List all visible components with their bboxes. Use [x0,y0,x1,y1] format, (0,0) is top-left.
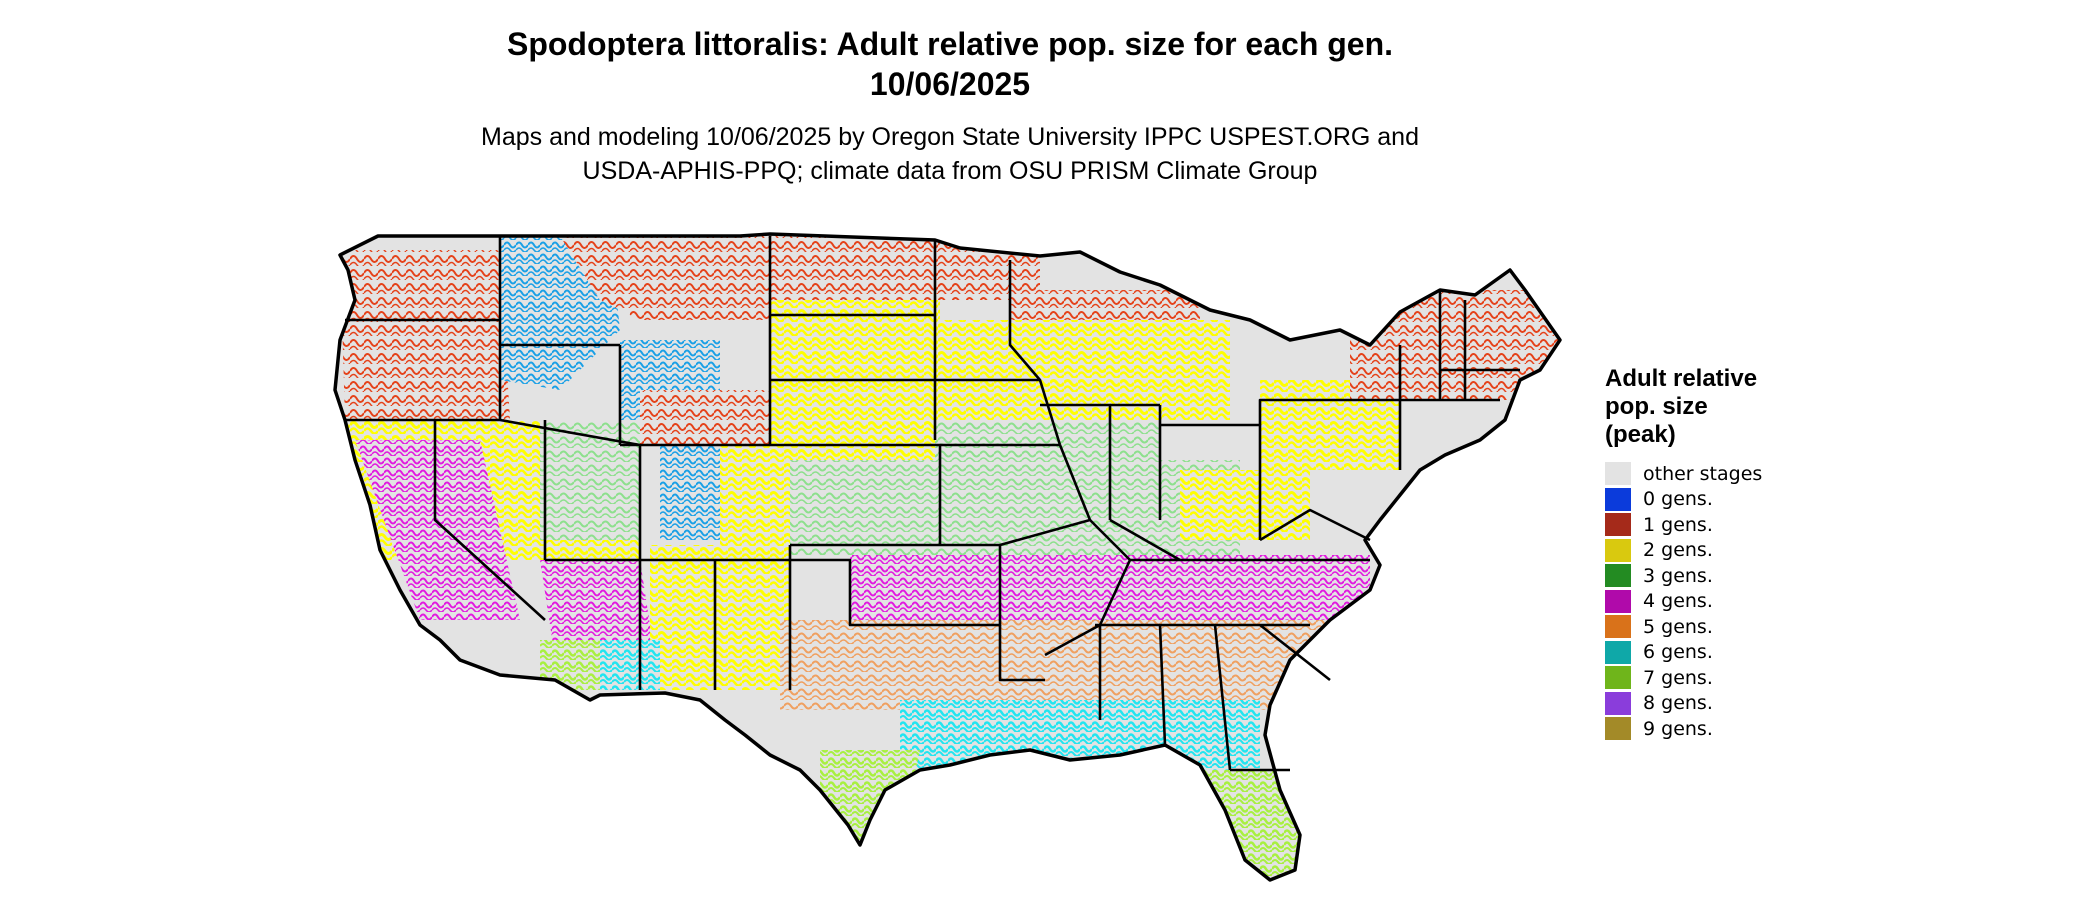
us-outline [333,232,1562,882]
legend-swatch [1605,513,1631,537]
legend-title-line-1: Adult relative [1605,365,1758,392]
subtitle-line-2: USDA-APHIS-PPQ; climate data from OSU PR… [582,157,1318,185]
zone-southern-band [850,555,1370,620]
legend-swatch [1605,640,1631,664]
zone-new-england [1350,290,1560,400]
legend-label: 2 gens. [1643,539,1713,562]
legend-label: 1 gens. [1643,513,1713,536]
legend-item: 7 gens. [1605,665,1865,691]
legend-swatch [1605,691,1631,715]
legend-swatch [1605,487,1631,511]
map-subtitle: Maps and modeling 10/06/2025 by Oregon S… [0,120,1900,188]
legend-swatch [1605,589,1631,613]
legend-item: 8 gens. [1605,691,1865,717]
legend-swatch [1605,462,1631,486]
zone-midwest-green [935,420,1160,520]
zone-dakota-orange [770,236,1040,300]
legend-label: 3 gens. [1643,564,1713,587]
legend-title-line-2: pop. size [1605,393,1708,420]
legend-swatch [1605,538,1631,562]
zone-colorado-yellow [720,445,790,545]
state-borders [345,236,1520,772]
legend-label: 5 gens. [1643,615,1713,638]
us-map [320,215,1580,895]
legend-swatch [1605,717,1631,741]
us-map-svg [333,232,1562,882]
legend-swatch [1605,564,1631,588]
subtitle-line-1: Maps and modeling 10/06/2025 by Oregon S… [481,123,1419,151]
legend-label: 7 gens. [1643,666,1713,689]
zone-pacific-nw [340,250,510,420]
legend-title: Adult relative pop. size (peak) [1605,365,1865,449]
legend-swatch [1605,615,1631,639]
legend-item: 3 gens. [1605,563,1865,589]
legend-label: 4 gens. [1643,590,1713,613]
legend-item: 9 gens. [1605,716,1865,742]
zone-california [355,440,520,620]
zone-deep-south [780,620,1330,710]
zone-utah-green [540,420,640,540]
zone-south-texas [820,750,920,845]
legend-label: other stages [1643,462,1763,485]
title-line-2: 10/06/2025 [869,66,1031,102]
legend-item: 2 gens. [1605,538,1865,564]
zone-montana [560,236,770,320]
legend-items: other stages 0 gens. 1 gens. 2 gens. 3 gens.… [1605,461,1865,742]
zone-newmexico [650,545,790,690]
legend-swatch [1605,666,1631,690]
legend-item: 5 gens. [1605,614,1865,640]
legend-item: 1 gens. [1605,512,1865,538]
legend-label: 8 gens. [1643,692,1713,715]
legend-item: 4 gens. [1605,589,1865,615]
legend-item: 6 gens. [1605,640,1865,666]
zone-northeast-yellow [1260,380,1400,470]
legend-title-line-3: (peak) [1605,421,1676,448]
title-line-1: Spodoptera littoralis: Adult relative po… [506,26,1394,62]
zone-florida [1200,770,1310,880]
legend: Adult relative pop. size (peak) other st… [1605,365,1865,742]
zone-az-lime [540,640,600,690]
legend-label: 6 gens. [1643,641,1713,664]
legend-label: 9 gens. [1643,717,1713,740]
zone-appalachia [1180,470,1310,540]
zone-wyoming-orange [640,390,770,445]
legend-item: 0 gens. [1605,487,1865,513]
map-title: Spodoptera littoralis: Adult relative po… [0,24,1900,104]
legend-item: other stages [1605,461,1865,487]
legend-label: 0 gens. [1643,488,1713,511]
